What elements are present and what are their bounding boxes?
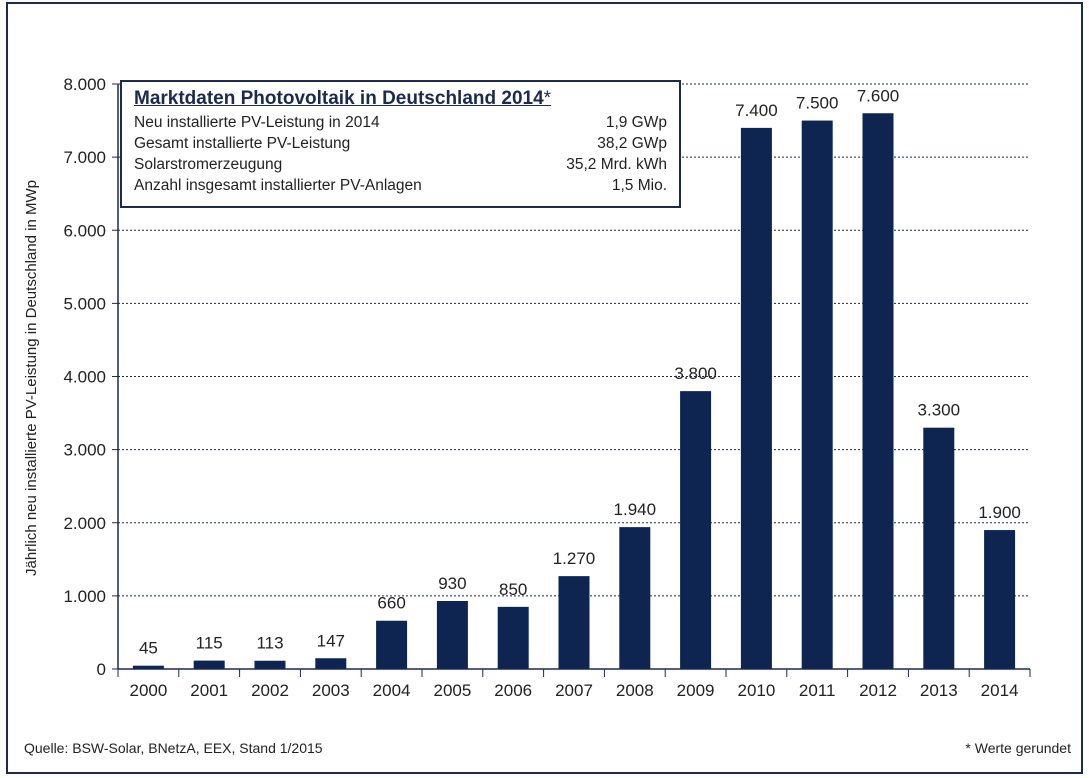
value-label: 7.600 [857, 86, 900, 105]
bar-2010 [740, 127, 772, 669]
y-tick-label: 4.000 [63, 368, 106, 387]
info-title-text: Marktdaten Photovoltaik in Deutschland 2… [134, 88, 544, 109]
value-label: 147 [317, 631, 345, 650]
info-title-asterisk: * [543, 88, 552, 109]
x-tick-label: 2008 [616, 681, 654, 700]
value-label: 660 [377, 594, 405, 613]
bar-2001 [193, 660, 225, 669]
x-tick-label: 2012 [859, 681, 897, 700]
y-tick-label: 0 [97, 660, 106, 679]
value-label: 3.300 [918, 401, 961, 420]
y-tick-label: 3.000 [63, 441, 106, 460]
x-tick-label: 2011 [799, 681, 836, 700]
value-label: 3.800 [674, 364, 717, 383]
y-tick-labels: 0 1.000 2.000 3.000 4.000 5.000 6.000 7.000 8.00… [63, 75, 106, 679]
info-row-label: Solarstromerzeugung [134, 156, 283, 173]
rounding-footnote: * Werte gerundet [965, 740, 1071, 756]
x-tick-label: 2004 [373, 681, 411, 700]
info-row: Anzahl insgesamt installierter PV-Anlage… [134, 175, 667, 196]
y-tick-label: 1.000 [63, 587, 106, 606]
bar-2007 [558, 576, 590, 669]
info-row-label: Anzahl insgesamt installierter PV-Anlage… [134, 177, 422, 194]
bar-2011 [801, 120, 833, 669]
y-tick-label: 2.000 [63, 514, 106, 533]
bar-2009 [680, 391, 712, 669]
x-tick-label: 2006 [494, 681, 532, 700]
bar-2002 [254, 660, 286, 669]
source-note: Quelle: BSW-Solar, BNetzA, EEX, Stand 1/… [24, 740, 323, 756]
x-tick-label: 2000 [129, 681, 167, 700]
x-tick-label: 2003 [312, 681, 350, 700]
bar-2003 [315, 658, 347, 669]
chart-frame [6, 2, 1083, 774]
info-row: Solarstromerzeugung 35,2 Mrd. kWh [134, 154, 667, 175]
bar-2014 [984, 530, 1016, 669]
x-tick-label: 2002 [251, 681, 289, 700]
value-label: 1.940 [614, 500, 657, 519]
value-label: 7.500 [796, 94, 839, 113]
info-row: Neu installierte PV-Leistung in 2014 1,9… [134, 112, 667, 133]
value-label: 1.900 [978, 503, 1021, 522]
bar-2004 [376, 620, 408, 669]
x-tick-label: 2005 [433, 681, 471, 700]
value-label: 45 [139, 639, 158, 658]
y-tick-label: 7.000 [63, 148, 106, 167]
bar-2000 [132, 665, 164, 669]
bar-2005 [436, 600, 468, 669]
value-label: 115 [196, 634, 223, 653]
bar-2012 [862, 113, 894, 669]
value-labels: 45 115 113 147 660 930 850 1.270 1.940 3.800 7.400… [139, 86, 1021, 657]
y-tick-label: 8.000 [63, 75, 106, 94]
y-tick-label: 6.000 [63, 221, 106, 240]
x-tick-label: 2009 [677, 681, 715, 700]
value-label: 7.400 [735, 101, 778, 120]
value-label: 930 [438, 574, 466, 593]
x-tick-label: 2014 [981, 681, 1019, 700]
market-data-box: Marktdaten Photovoltaik in Deutschland 2… [120, 80, 681, 208]
value-label: 113 [256, 634, 283, 653]
x-tick-label: 2010 [737, 681, 775, 700]
info-row-value: 35,2 Mrd. kWh [566, 156, 667, 173]
value-label: 850 [499, 580, 527, 599]
y-axis-title: Jährlich neu installierte PV-Leistung in… [23, 180, 40, 576]
axes [117, 84, 1031, 677]
bar-2006 [497, 606, 529, 669]
info-row-label: Neu installierte PV-Leistung in 2014 [134, 114, 380, 131]
x-tick-label: 2013 [920, 681, 958, 700]
bar-2013 [923, 427, 955, 669]
x-tick-label: 2007 [555, 681, 593, 700]
info-row-value: 38,2 GWp [597, 135, 667, 152]
bar-2008 [619, 527, 651, 669]
info-box-title: Marktdaten Photovoltaik in Deutschland 2… [134, 86, 667, 112]
x-tick-labels: 2000 2001 2002 2003 2004 2005 2006 2007 2008 2009… [129, 681, 1018, 700]
x-tick-label: 2001 [190, 681, 228, 700]
info-row-value: 1,5 Mio. [611, 177, 667, 194]
y-tick-label: 5.000 [63, 294, 106, 313]
value-label: 1.270 [553, 549, 596, 568]
bars [132, 113, 1016, 669]
info-row-label: Gesamt installierte PV-Leistung [134, 135, 351, 152]
info-row: Gesamt installierte PV-Leistung 38,2 GWp [134, 133, 667, 154]
info-row-value: 1,9 GWp [605, 114, 667, 131]
